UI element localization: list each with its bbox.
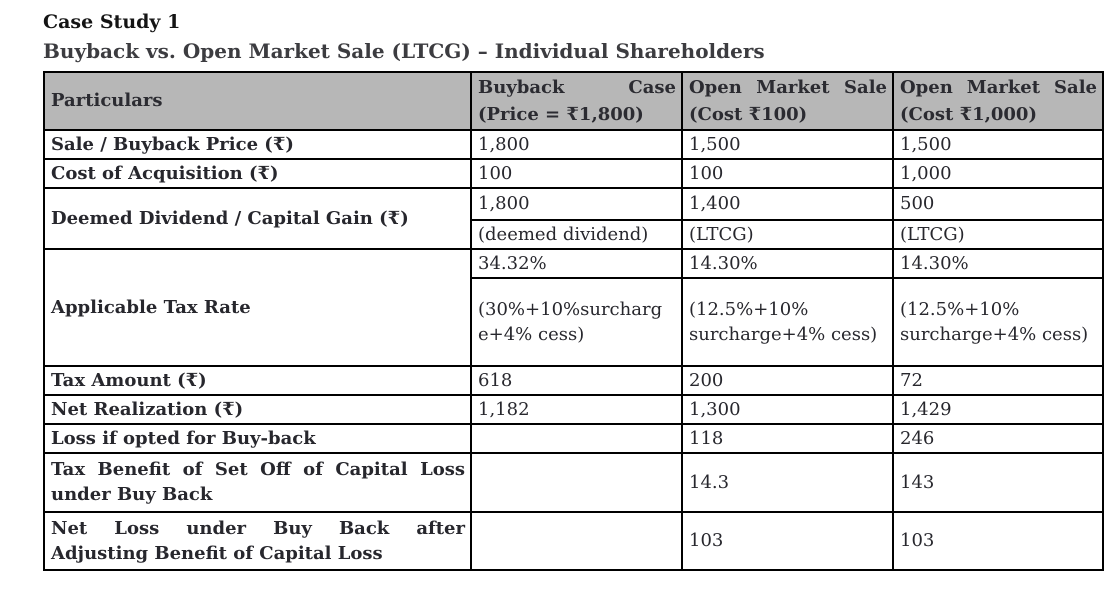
document-page: Case Study 1 Buyback vs. Open Market Sal… (43, 11, 1104, 571)
row-tax-rate-notes: (30%+10%surcharg e+4% cess) (12.5%+10% s… (44, 276, 1104, 367)
cell-sale-price-buyback: 1,800 (470, 128, 683, 160)
cell-cost-oms-100: 100 (681, 157, 894, 189)
col-header-oms-100-line2: (Cost ₹100) (689, 103, 808, 125)
col-header-buyback: Buyback Case (Price = ₹1,800) (470, 70, 683, 131)
header-row: Particulars Buyback Case (Price = ₹1,800… (43, 70, 1104, 131)
row-sale-price: Sale / Buyback Price (₹) 1,800 1,500 1,5… (43, 128, 1104, 160)
cell-tax-amount-buyback: 618 (470, 364, 683, 396)
comparison-table: Particulars Buyback Case (Price = ₹1,800… (43, 70, 1104, 571)
col-header-oms-1000: Open Market Sale (Cost ₹1,000) (892, 70, 1104, 131)
cell-deemed-value-oms-1000: 500 (892, 186, 1104, 221)
cell-tax-rate-oms-100: 14.30% (681, 247, 894, 279)
col-header-buyback-line1: Buyback Case (478, 76, 676, 98)
label-tax-benefit: Tax Benefit of Set Off of Capital Loss u… (43, 451, 472, 513)
cell-tax-benefit-oms-100: 14.3 (681, 451, 894, 513)
label-net-loss: Net Loss under Buy Back after Adjusting … (43, 510, 472, 571)
label-net-loss-line1: Net Loss under Buy Back after (51, 517, 465, 539)
cell-deemed-value-oms-100: 1,400 (681, 186, 894, 221)
cell-sale-price-oms-1000: 1,500 (892, 128, 1104, 160)
label-tax-benefit-line2: under Buy Back (51, 484, 213, 506)
cell-loss-if-buyback-oms-100: 118 (681, 422, 894, 454)
cell-deemed-note-oms-100: (LTCG) (681, 218, 894, 250)
row-deemed-values: Deemed Dividend / Capital Gain (₹) 1,800… (43, 186, 1104, 250)
col-header-oms-100-line1: Open Market Sale (689, 76, 887, 98)
col-header-oms-1000-line1: Open Market Sale (900, 76, 1097, 98)
cell-tax-rate-oms-1000: 14.30% (892, 247, 1104, 279)
cell-tax-amount-oms-1000: 72 (892, 364, 1104, 396)
cell-deemed-note-oms-1000: (LTCG) (892, 218, 1104, 250)
cell-net-loss-oms-1000: 103 (892, 510, 1104, 571)
row-cost: Cost of Acquisition (₹) 100 100 1,000 (43, 157, 1104, 189)
row-tax-rate-values: Applicable Tax Rate 34.32% 14.30% 14.30% (43, 247, 1104, 367)
cell-loss-if-buyback-buyback-empty (470, 422, 683, 454)
cell-net-realization-oms-1000: 1,429 (892, 393, 1104, 425)
table-title: Buyback vs. Open Market Sale (LTCG) – In… (43, 38, 765, 63)
row-loss-if-buyback: Loss if opted for Buy-back 118 246 (43, 422, 1104, 454)
row-net-realization: Net Realization (₹) 1,182 1,300 1,429 (43, 393, 1104, 425)
label-tax-benefit-line1: Tax Benefit of Set Off of Capital Loss (51, 459, 465, 481)
col-header-particulars: Particulars (43, 70, 472, 131)
cell-net-loss-oms-100: 103 (681, 510, 894, 571)
cell-cost-oms-1000: 1,000 (892, 157, 1104, 189)
label-loss-if-buyback: Loss if opted for Buy-back (43, 422, 472, 454)
col-header-buyback-line2: (Price = ₹1,800) (478, 103, 644, 125)
cell-tax-amount-oms-100: 200 (681, 364, 894, 396)
label-net-loss-line2: Adjusting Benefit of Capital Loss (51, 542, 383, 564)
label-cost: Cost of Acquisition (₹) (43, 157, 472, 189)
col-header-oms-100: Open Market Sale (Cost ₹100) (681, 70, 894, 131)
cell-tax-rate-note-buyback: (30%+10%surcharg e+4% cess) (470, 276, 683, 367)
cell-tax-benefit-oms-1000: 143 (892, 451, 1104, 513)
cell-tax-benefit-buyback-empty (470, 451, 683, 513)
cell-cost-buyback: 100 (470, 157, 683, 189)
col-header-oms-1000-line2: (Cost ₹1,000) (900, 103, 1037, 125)
cell-tax-rate-note-oms-1000: (12.5%+10% surcharge+4% cess) (892, 276, 1104, 367)
cell-tax-rate-buyback: 34.32% (470, 247, 683, 279)
case-study-heading: Case Study 1 (43, 11, 181, 33)
row-tax-amount: Tax Amount (₹) 618 200 72 (43, 364, 1104, 396)
row-tax-benefit: Tax Benefit of Set Off of Capital Loss u… (43, 451, 1104, 513)
cell-sale-price-oms-100: 1,500 (681, 128, 894, 160)
row-net-loss: Net Loss under Buy Back after Adjusting … (43, 510, 1104, 571)
label-deemed: Deemed Dividend / Capital Gain (₹) (43, 186, 472, 250)
cell-loss-if-buyback-oms-1000: 246 (892, 422, 1104, 454)
label-sale-price: Sale / Buyback Price (₹) (43, 128, 472, 160)
cell-net-loss-buyback-empty (470, 510, 683, 571)
label-tax-amount: Tax Amount (₹) (43, 364, 472, 396)
label-net-realization: Net Realization (₹) (43, 393, 472, 425)
cell-deemed-value-buyback: 1,800 (470, 186, 683, 221)
cell-deemed-note-buyback: (deemed dividend) (470, 218, 683, 250)
label-tax-rate: Applicable Tax Rate (43, 247, 472, 367)
cell-tax-rate-note-oms-100: (12.5%+10% surcharge+4% cess) (681, 276, 894, 367)
row-deemed-notes: (deemed dividend) (LTCG) (LTCG) (44, 218, 1104, 250)
cell-net-realization-oms-100: 1,300 (681, 393, 894, 425)
cell-net-realization-buyback: 1,182 (470, 393, 683, 425)
